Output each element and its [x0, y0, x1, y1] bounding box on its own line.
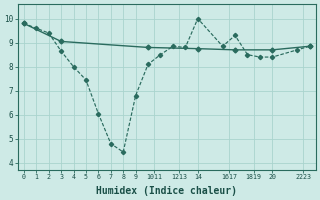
X-axis label: Humidex (Indice chaleur): Humidex (Indice chaleur) — [96, 186, 237, 196]
